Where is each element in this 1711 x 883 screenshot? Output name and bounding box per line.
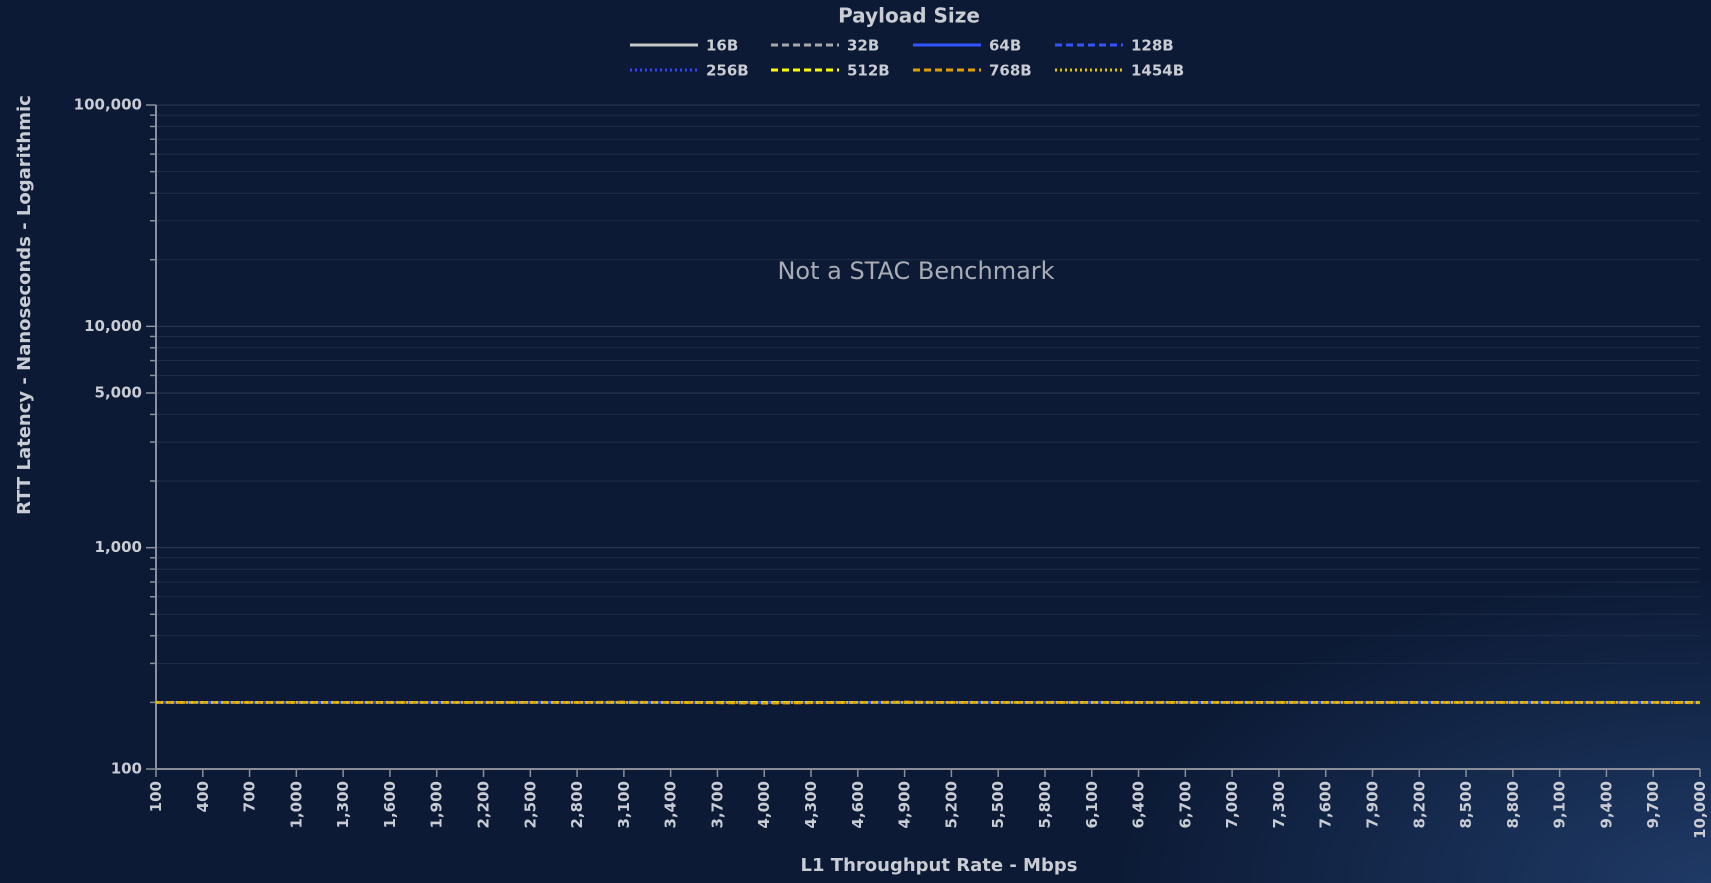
legend-label: 768B xyxy=(989,62,1032,80)
x-tick-label: 3,700 xyxy=(708,781,726,828)
x-tick-label: 100 xyxy=(147,781,165,812)
x-tick-label: 7,900 xyxy=(1363,781,1381,828)
x-tick-label: 5,800 xyxy=(1036,781,1054,828)
x-tick-label: 1,300 xyxy=(334,781,352,828)
legend-label: 128B xyxy=(1131,37,1174,55)
legend-label: 512B xyxy=(847,62,890,80)
x-tick-label: 2,500 xyxy=(521,781,539,828)
x-tick-label: 8,800 xyxy=(1504,781,1522,828)
legend-label: 1454B xyxy=(1131,62,1184,80)
x-tick-label: 3,400 xyxy=(662,781,680,828)
x-tick-label: 6,400 xyxy=(1130,781,1148,828)
x-tick-label: 10,000 xyxy=(1691,781,1709,839)
y-tick-label: 1,000 xyxy=(95,538,142,556)
y-axis-label: RTT Latency - Nanoseconds - Logarithmic xyxy=(14,95,35,515)
y-tick-label: 10,000 xyxy=(84,317,142,335)
y-tick-label: 100 xyxy=(111,760,142,778)
x-tick-label: 9,700 xyxy=(1644,781,1662,828)
y-tick-label: 5,000 xyxy=(95,383,142,401)
x-tick-label: 5,200 xyxy=(942,781,960,828)
x-tick-label: 7,600 xyxy=(1317,781,1335,828)
x-tick-label: 9,100 xyxy=(1551,781,1569,828)
x-tick-label: 8,200 xyxy=(1410,781,1428,828)
x-tick-label: 4,900 xyxy=(896,781,914,828)
x-tick-label: 700 xyxy=(241,781,259,812)
x-tick-label: 1,600 xyxy=(381,781,399,828)
x-tick-label: 8,500 xyxy=(1457,781,1475,828)
x-tick-label: 2,200 xyxy=(475,781,493,828)
x-axis-label: L1 Throughput Rate - Mbps xyxy=(801,855,1078,876)
x-tick-label: 1,000 xyxy=(287,781,305,828)
legend-label: 256B xyxy=(706,62,749,80)
legend-label: 16B xyxy=(706,37,738,55)
x-tick-label: 1,900 xyxy=(428,781,446,828)
y-tick-label: 100,000 xyxy=(74,96,142,114)
x-tick-label: 3,100 xyxy=(615,781,633,828)
x-tick-label: 4,000 xyxy=(755,781,773,828)
legend-label: 32B xyxy=(847,37,879,55)
x-tick-label: 6,100 xyxy=(1083,781,1101,828)
x-tick-label: 7,300 xyxy=(1270,781,1288,828)
x-tick-label: 4,300 xyxy=(802,781,820,828)
x-tick-label: 4,600 xyxy=(849,781,867,828)
legend-label: 64B xyxy=(989,37,1021,55)
x-tick-label: 6,700 xyxy=(1176,781,1194,828)
legend-title: Payload Size xyxy=(838,4,980,28)
x-tick-label: 5,500 xyxy=(989,781,1007,828)
x-tick-label: 9,400 xyxy=(1597,781,1615,828)
x-tick-label: 2,800 xyxy=(568,781,586,828)
annotation: Not a STAC Benchmark xyxy=(777,257,1054,285)
x-tick-label: 7,000 xyxy=(1223,781,1241,828)
x-tick-label: 400 xyxy=(194,781,212,812)
